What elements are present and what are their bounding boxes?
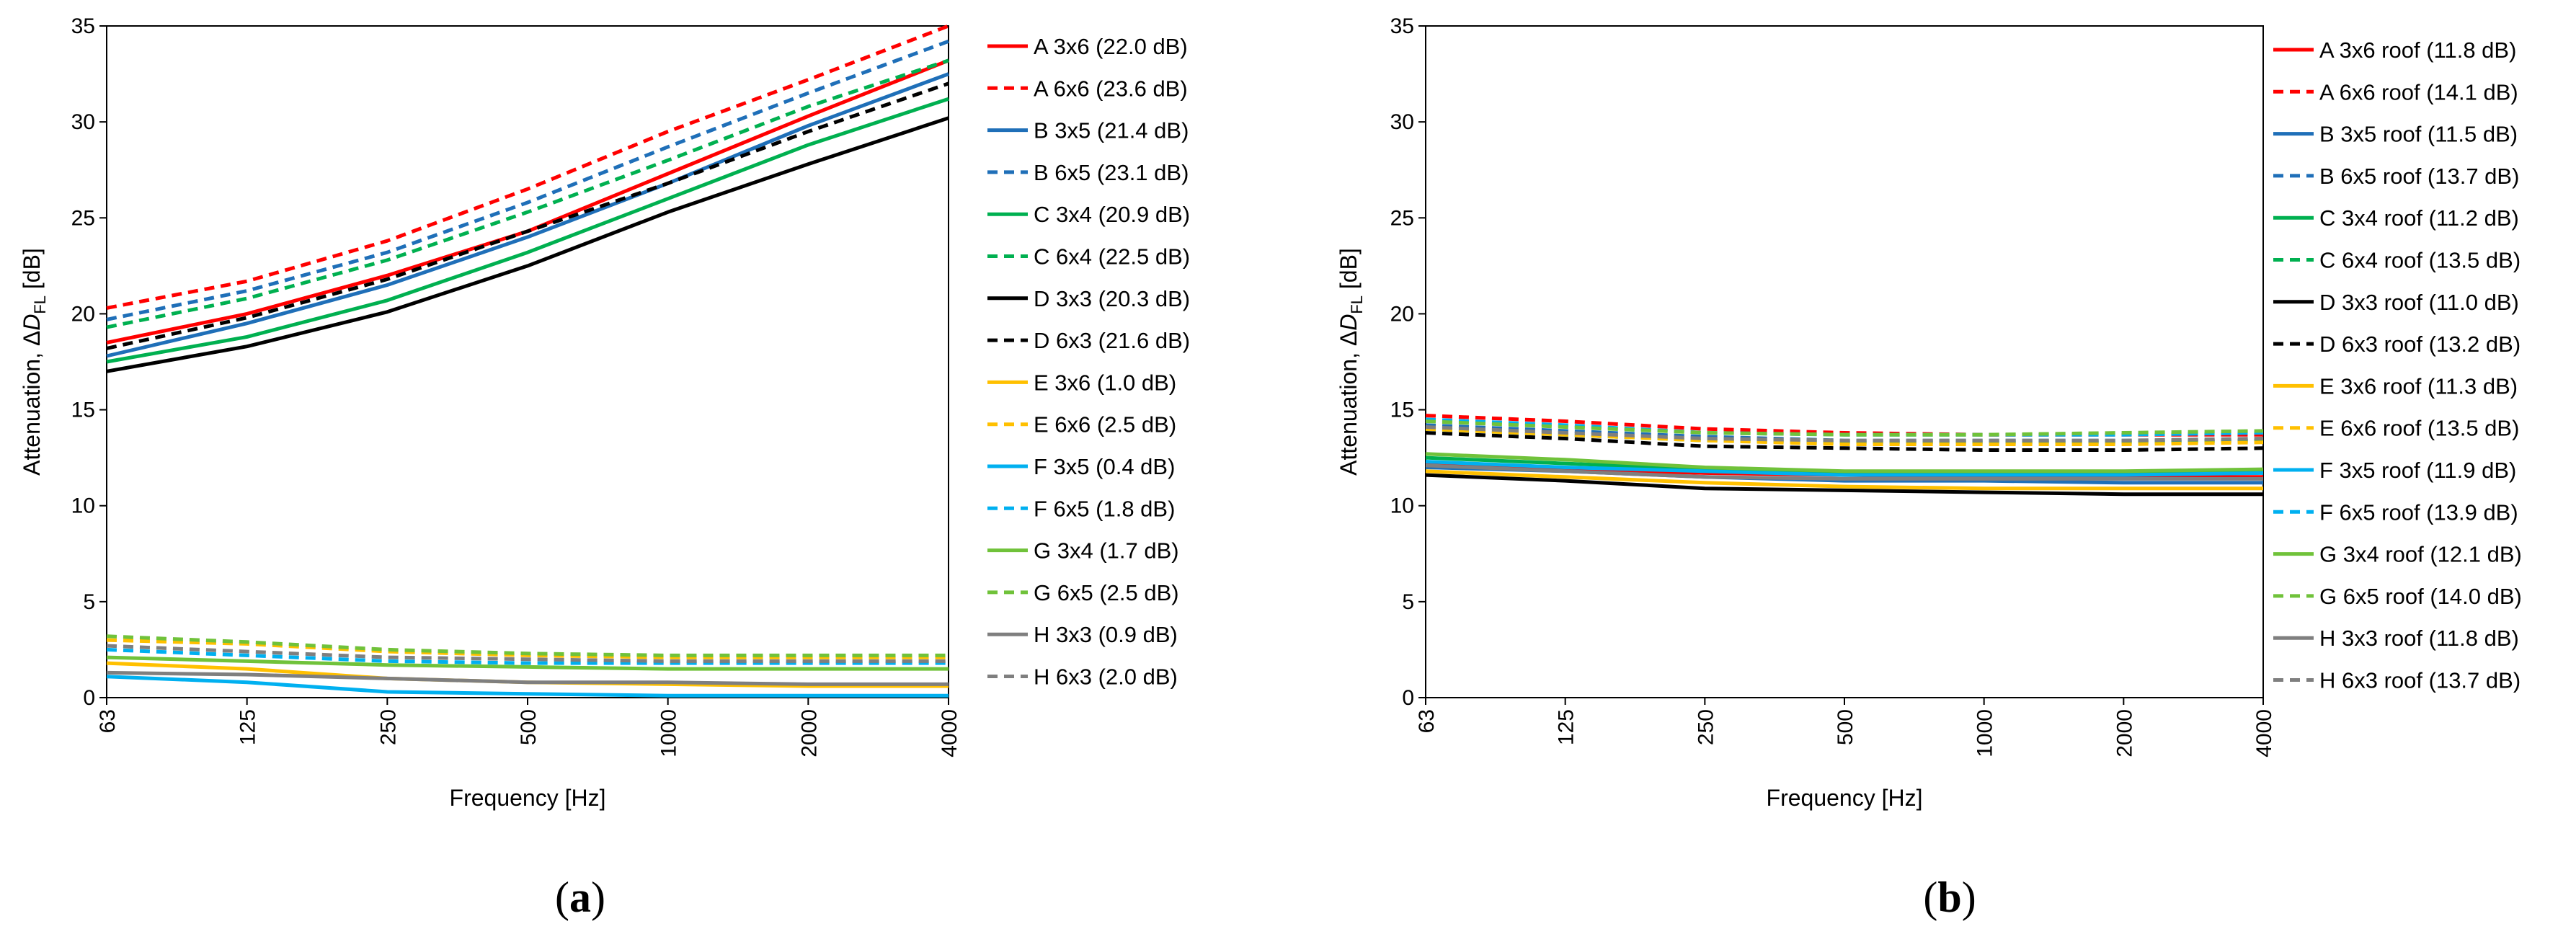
y-tick-label: 0	[1402, 686, 1414, 710]
x-axis-title: Frequency [Hz]	[450, 785, 606, 811]
y-tick-label: 0	[83, 686, 95, 710]
series-line-10	[106, 638, 949, 659]
legend-entry-label: B 3x5 (21.4 dB)	[1034, 118, 1189, 143]
legend-entry-label: A 3x6 (22.0 dB)	[1034, 34, 1188, 59]
plot-frame	[1425, 25, 2264, 698]
y-tick-label: 35	[1390, 14, 1414, 38]
legend-entry-label: G 3x4 (1.7 dB)	[1034, 538, 1179, 564]
legend-entry-label: E 6x6 roof (13.5 dB)	[2319, 416, 2519, 441]
legend-entry-label: H 3x3 (0.9 dB)	[1034, 622, 1178, 647]
legend-entry-label: H 3x3 roof (11.8 dB)	[2319, 626, 2519, 651]
x-tick-label: 125	[1555, 709, 1578, 745]
x-tick-label: 500	[1834, 709, 1857, 745]
y-tick-label: 15	[71, 399, 95, 422]
x-tick-label: 63	[96, 709, 120, 733]
series-line-5	[106, 97, 949, 364]
series-line-11	[1425, 460, 2264, 477]
x-tick-label: 63	[1415, 709, 1439, 733]
legend-entry-label: A 3x6 roof (11.8 dB)	[2319, 37, 2516, 63]
panel-label: (b)	[1923, 873, 1976, 921]
legend-entry-label: A 6x6 roof (14.1 dB)	[2319, 79, 2518, 105]
x-tick-label: 2000	[2113, 709, 2136, 757]
legend-entry-label: B 6x5 roof (13.7 dB)	[2319, 164, 2519, 189]
legend-entry-label: A 6x6 (23.6 dB)	[1034, 76, 1188, 101]
legend-entry-label: F 6x5 (1.8 dB)	[1034, 496, 1175, 521]
panel-label: (a)	[555, 873, 605, 921]
series-line-15	[106, 670, 949, 686]
legend-entry-label: E 3x6 (1.0 dB)	[1034, 370, 1176, 395]
legend-entry-label: D 3x3 roof (11.0 dB)	[2319, 290, 2519, 315]
legend-entry-label: D 6x3 roof (13.2 dB)	[2319, 332, 2521, 357]
legend-entry-label: C 6x4 (22.5 dB)	[1034, 244, 1190, 270]
series-line-2	[106, 24, 949, 310]
y-tick-label: 5	[83, 590, 95, 614]
series-line-10	[1425, 427, 2264, 446]
y-tick-label: 10	[71, 494, 95, 518]
x-tick-label: 250	[1694, 709, 1718, 745]
x-tick-label: 1000	[1973, 709, 1997, 757]
legend-entry-label: G 3x4 roof (12.1 dB)	[2319, 542, 2522, 567]
series-line-7	[106, 116, 949, 373]
series-line-9	[1425, 469, 2263, 491]
y-axis-title: Attenuation, ΔDFL [dB]	[19, 248, 49, 476]
series-line-14	[106, 634, 949, 657]
legend-entry-label: B 6x5 (23.1 dB)	[1034, 160, 1189, 185]
series-line-15	[1425, 463, 2263, 481]
y-tick-label: 20	[71, 302, 95, 326]
series-line-16	[106, 644, 949, 663]
legend-entry-label: F 3x5 (0.4 dB)	[1034, 454, 1175, 479]
legend-entry-label: D 6x3 (21.6 dB)	[1034, 328, 1190, 353]
legend-entry-label: C 6x4 roof (13.5 dB)	[2319, 248, 2521, 273]
y-tick-label: 30	[71, 110, 95, 134]
y-axis-title: Attenuation, ΔDFL [dB]	[1336, 248, 1366, 476]
series-line-7	[1425, 473, 2263, 497]
legend-entry-label: G 6x5 (2.5 dB)	[1034, 580, 1179, 605]
y-tick-label: 30	[1390, 110, 1414, 134]
x-tick-label: 500	[517, 709, 541, 745]
series-line-5	[1425, 455, 2264, 475]
x-tick-label: 2000	[797, 709, 821, 757]
series-line-13	[1425, 452, 2264, 474]
series-line-6	[106, 58, 949, 329]
series-line-8	[1425, 431, 2264, 452]
series-line-14	[1425, 419, 2264, 437]
series-line-3	[106, 72, 949, 358]
series-line-8	[106, 81, 949, 350]
series-line-16	[1425, 425, 2264, 443]
series-line-12	[106, 647, 949, 665]
y-tick-label: 35	[71, 14, 95, 38]
x-tick-label: 125	[236, 709, 260, 745]
y-tick-label: 20	[1390, 302, 1414, 326]
series-line-13	[106, 655, 949, 671]
legend-entry-label: B 3x5 roof (11.5 dB)	[2319, 122, 2518, 147]
chart-panel-a: 0 5 10 15 20 25 30 35 63 125 250 500 1000 2000 4000 Fre…	[19, 14, 1190, 921]
legend-entry-label: H 6x3 roof (13.7 dB)	[2319, 668, 2521, 693]
legend-entry-label: D 3x3 (20.3 dB)	[1034, 286, 1190, 311]
y-tick-label: 15	[1390, 399, 1414, 422]
x-axis-title: Frequency [Hz]	[1767, 785, 1923, 811]
x-tick-label: 4000	[938, 709, 961, 757]
x-tick-label: 4000	[2252, 709, 2276, 757]
legend-entry-label: H 6x3 (2.0 dB)	[1034, 664, 1178, 690]
x-tick-label: 250	[376, 709, 400, 745]
legend-entry-label: G 6x5 roof (14.0 dB)	[2319, 584, 2522, 609]
legend-entry-label: E 3x6 roof (11.3 dB)	[2319, 373, 2518, 399]
legend-entry-label: C 3x4 (20.9 dB)	[1034, 202, 1190, 227]
legend-entry-label: E 6x6 (2.5 dB)	[1034, 412, 1176, 437]
legend-entry-label: F 6x5 roof (13.9 dB)	[2319, 499, 2518, 525]
legend-entry-label: C 3x4 roof (11.2 dB)	[2319, 205, 2519, 231]
legend-entry-label: F 3x5 roof (11.9 dB)	[2319, 458, 2516, 483]
y-tick-label: 25	[1390, 206, 1414, 230]
chart-panel-b: 0 5 10 15 20 25 30 35 63 125 250 500 1000 2000 4000 Fre…	[1336, 14, 2522, 921]
x-tick-label: 1000	[657, 709, 681, 757]
series-line-4	[106, 39, 949, 321]
y-tick-label: 10	[1390, 494, 1414, 518]
y-tick-label: 5	[1402, 590, 1414, 614]
y-tick-label: 25	[71, 206, 95, 230]
series-line-11	[106, 675, 949, 698]
